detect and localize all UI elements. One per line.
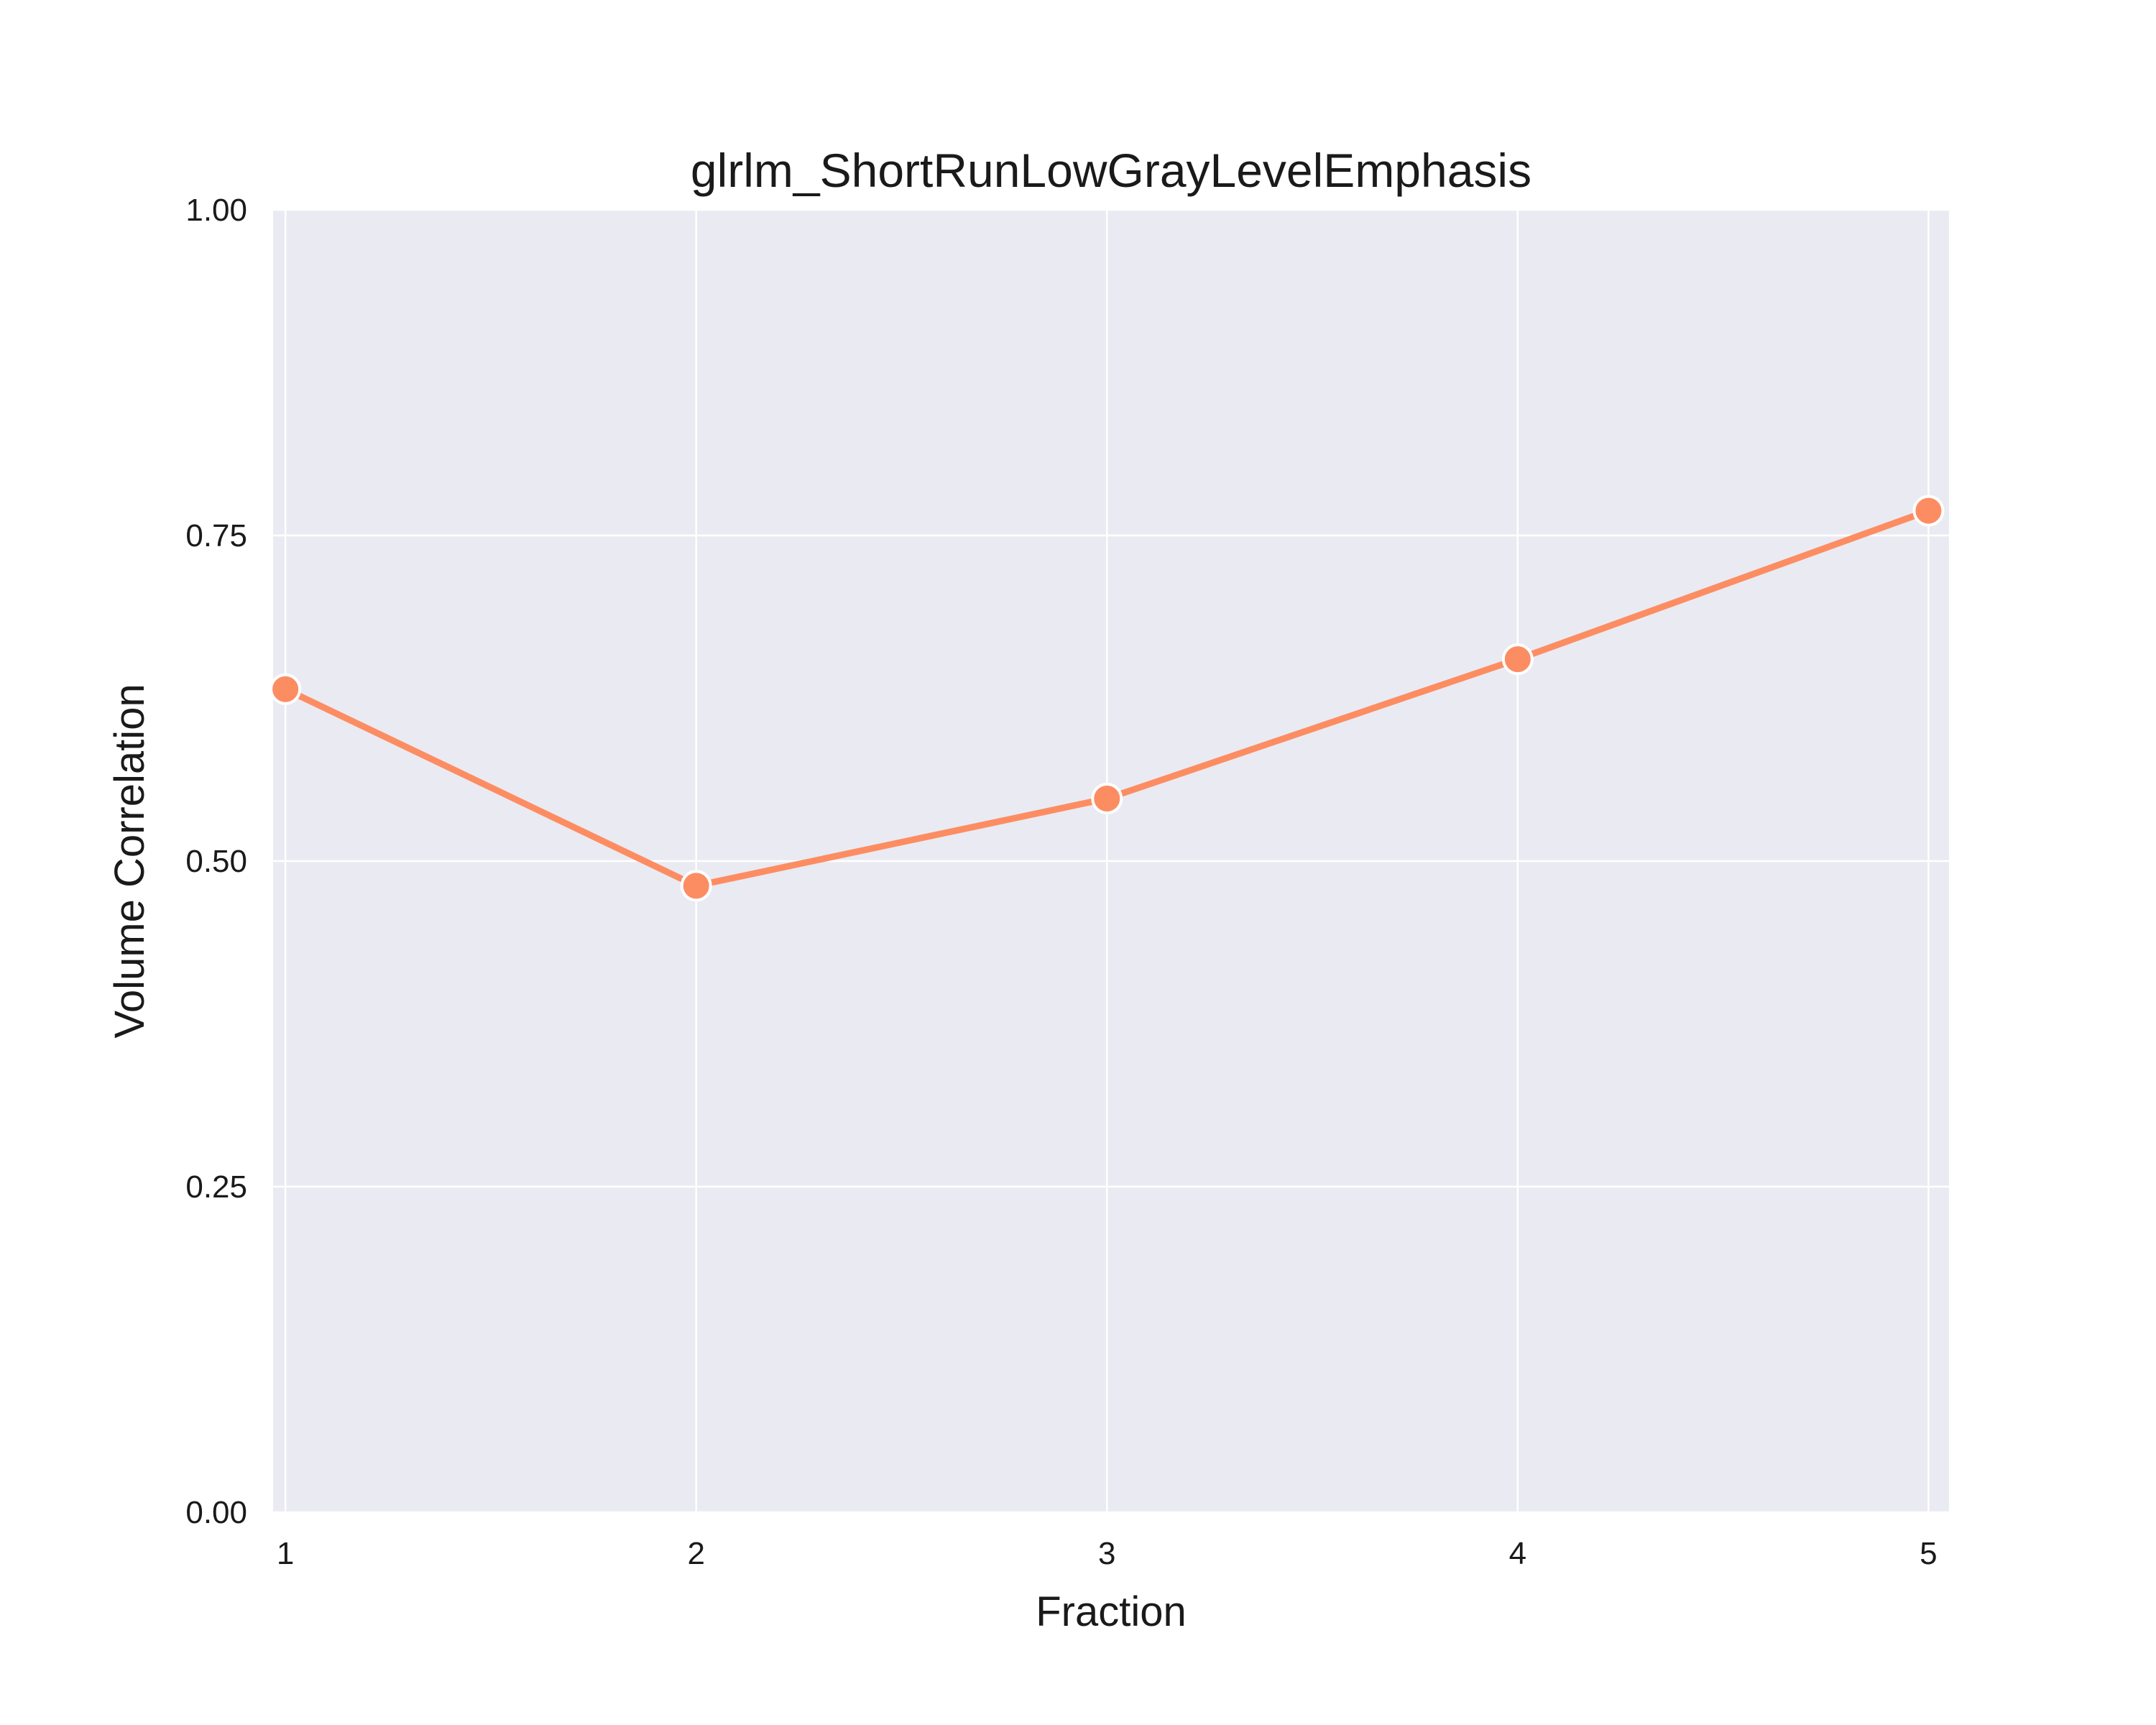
- x-tick-label: 1: [277, 1536, 294, 1571]
- y-axis-label: Volume Correlation: [106, 684, 153, 1038]
- chart-title: glrlm_ShortRunLowGrayLevelEmphasis: [691, 144, 1531, 197]
- y-tick-label: 0.50: [185, 844, 247, 879]
- data-point: [1092, 784, 1121, 813]
- x-tick-label: 5: [1920, 1536, 1937, 1571]
- x-tick-label: 2: [687, 1536, 704, 1571]
- x-tick-label: 4: [1509, 1536, 1526, 1571]
- y-tick-label: 0.25: [185, 1169, 247, 1205]
- data-point: [271, 675, 300, 704]
- data-point: [1503, 645, 1532, 673]
- y-tick-label: 1.00: [185, 193, 247, 228]
- y-tick-label: 0.75: [185, 518, 247, 553]
- data-point: [682, 871, 711, 900]
- x-tick-label: 3: [1098, 1536, 1115, 1571]
- y-tick-label: 0.00: [185, 1495, 247, 1530]
- x-axis-label: Fraction: [1036, 1588, 1187, 1635]
- data-point: [1914, 497, 1943, 525]
